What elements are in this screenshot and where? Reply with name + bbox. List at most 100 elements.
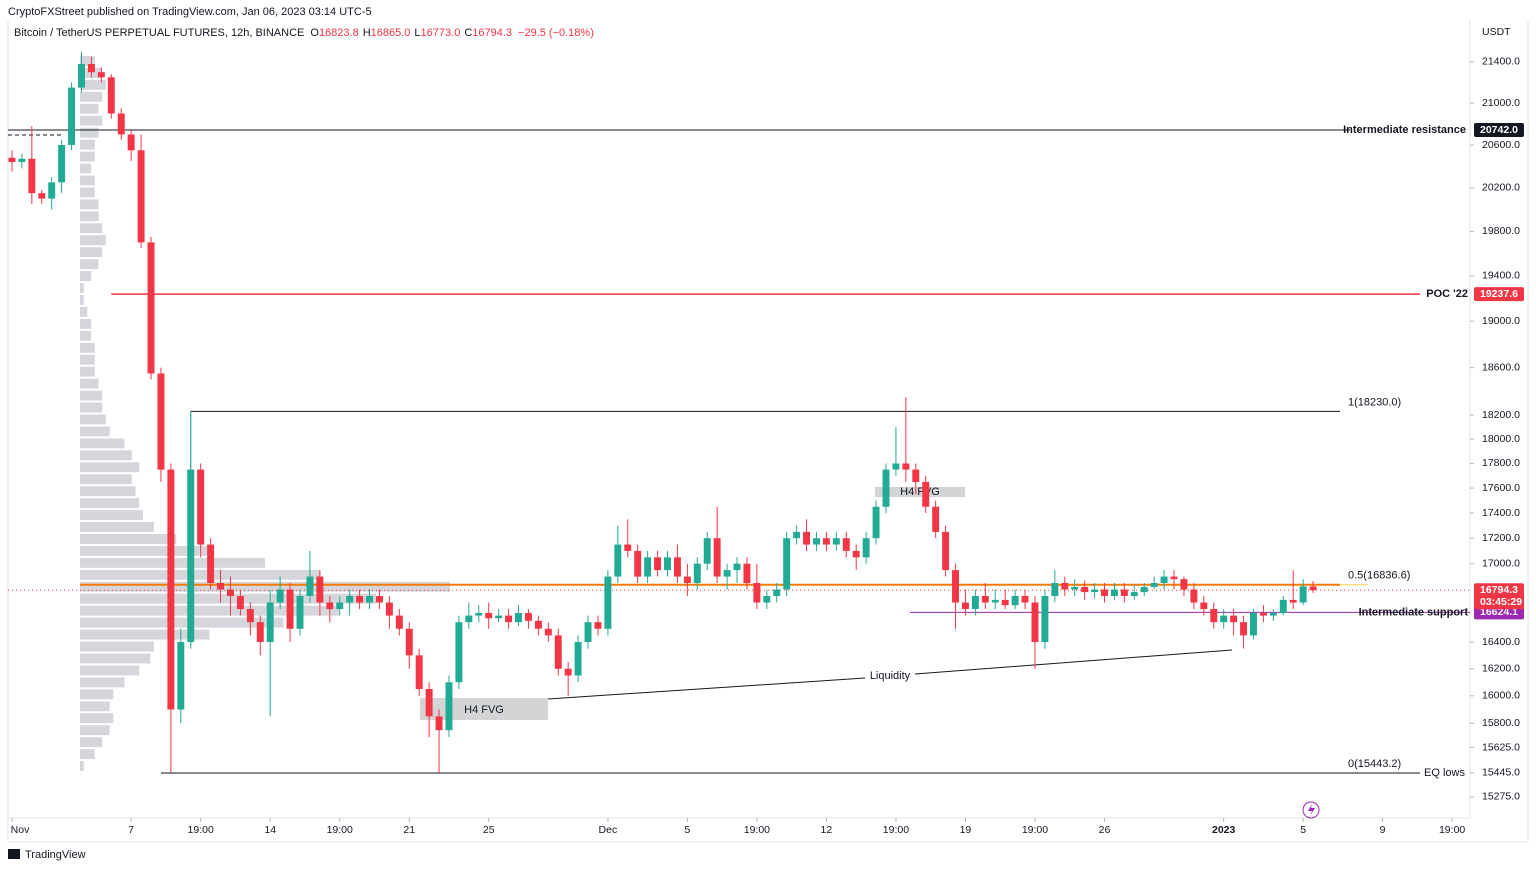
y-tick-label: 17200.0 <box>1482 532 1520 544</box>
last-price-tag: 16794.3 <box>1480 584 1518 596</box>
candle-body <box>485 612 493 619</box>
liquidity-line <box>914 649 1233 675</box>
volume-profile-bar <box>80 139 95 150</box>
volume-profile-bar <box>80 438 125 449</box>
x-tick-label: 19:00 <box>744 824 770 836</box>
volume-profile-bar <box>80 306 88 317</box>
volume-profile-bar <box>80 247 103 258</box>
volume-profile-bar <box>80 366 95 377</box>
ohlc-value: 16865.0 <box>371 27 411 39</box>
brand-logo <box>8 849 20 859</box>
candle-body <box>991 599 999 603</box>
candle-body <box>366 595 374 603</box>
y-tick-label: 16400.0 <box>1482 636 1520 648</box>
candle-body <box>28 158 36 194</box>
candle-body <box>87 64 95 73</box>
event-icon <box>1302 801 1320 819</box>
candle-body <box>892 463 900 470</box>
publisher: CryptoFXStreet published on TradingView.… <box>8 6 372 18</box>
candle-body <box>872 506 880 539</box>
candle-body <box>842 538 850 551</box>
candle-body <box>1011 595 1019 606</box>
x-tick-label: 25 <box>483 824 495 836</box>
volume-profile-bar <box>80 510 143 521</box>
candle-body <box>316 576 324 603</box>
y-tick-label: 18000.0 <box>1482 433 1520 445</box>
y-tick-label: 19000.0 <box>1482 315 1520 327</box>
candle-body <box>78 64 85 88</box>
candle-body <box>554 635 562 669</box>
candle-body <box>515 612 522 623</box>
x-tick-label: 5 <box>1300 824 1306 836</box>
candle-body <box>832 538 840 545</box>
candle-body <box>733 563 741 571</box>
volume-profile-bar <box>80 402 103 413</box>
candle-body <box>415 655 423 690</box>
candle-body <box>1259 612 1267 616</box>
symbol-info: Bitcoin / TetherUS PERPETUAL FUTURES, 12… <box>14 27 594 39</box>
candle-body <box>1001 599 1009 606</box>
candle-body <box>1279 599 1287 613</box>
candle-body <box>971 595 979 610</box>
x-tick-label: 19 <box>960 824 972 836</box>
candle-body <box>1170 576 1178 580</box>
candle-body <box>435 716 443 731</box>
volume-profile-bar <box>80 617 284 628</box>
x-tick-label: 19:00 <box>188 824 214 836</box>
candle-body <box>276 589 284 603</box>
candle-body <box>266 602 274 643</box>
candle-body <box>1200 602 1208 610</box>
candle-body <box>594 622 602 629</box>
y-tick-label: 17600.0 <box>1482 482 1520 494</box>
candle-body <box>326 602 334 610</box>
brand: TradingView <box>25 849 86 861</box>
volume-profile-bar <box>80 283 84 293</box>
candle-body <box>544 628 552 636</box>
volume-profile-bar <box>80 725 110 736</box>
candle-body <box>1101 589 1108 596</box>
y-tick-label: 15445.0 <box>1482 767 1520 779</box>
candle-body <box>97 72 105 78</box>
resistance-tag-bg <box>1474 123 1524 138</box>
volume-profile-bar <box>80 569 321 580</box>
candle-body <box>942 531 950 571</box>
volume-profile-bar <box>80 127 99 138</box>
volume-profile-bar <box>80 749 95 760</box>
volume-profile-bar <box>80 211 99 222</box>
candle-body <box>723 570 731 577</box>
candle-body <box>246 609 254 623</box>
volume-profile-bar <box>80 737 103 748</box>
candle-body <box>296 595 304 629</box>
candle-body <box>1190 589 1198 603</box>
volume-profile-bar <box>80 426 110 437</box>
last-price-tag-bg <box>1474 583 1524 610</box>
candle-body <box>505 615 513 623</box>
candle-body <box>157 373 165 470</box>
candle-body <box>1110 589 1118 596</box>
price-axis-title: USDT <box>1482 26 1511 38</box>
volume-profile-bar <box>80 593 376 604</box>
candle-body <box>385 602 393 616</box>
candle-body <box>713 538 721 577</box>
candle-body <box>534 620 542 629</box>
x-tick-label: 19:00 <box>1022 824 1048 836</box>
candle-body <box>812 538 820 545</box>
change: −29.5 (−0.18%) <box>518 27 594 39</box>
candle-body <box>68 87 76 146</box>
candle-body <box>346 595 354 603</box>
y-tick-label: 15275.0 <box>1482 791 1520 803</box>
x-tick-label: 5 <box>684 824 690 836</box>
volume-profile-bar <box>80 318 92 329</box>
symbol: Bitcoin / TetherUS PERPETUAL FUTURES, 12… <box>14 27 304 39</box>
candle-body <box>1150 583 1158 587</box>
x-tick-label: 12 <box>821 824 833 836</box>
liquidity-line <box>547 677 866 700</box>
candle-body <box>395 615 403 629</box>
candle-body <box>753 583 761 603</box>
candle-body <box>117 113 125 135</box>
volume-profile-bar <box>80 56 95 66</box>
candle-body <box>693 563 701 584</box>
resistance-tag: 20742.0 <box>1480 124 1518 136</box>
volume-profile-bar <box>80 653 151 664</box>
